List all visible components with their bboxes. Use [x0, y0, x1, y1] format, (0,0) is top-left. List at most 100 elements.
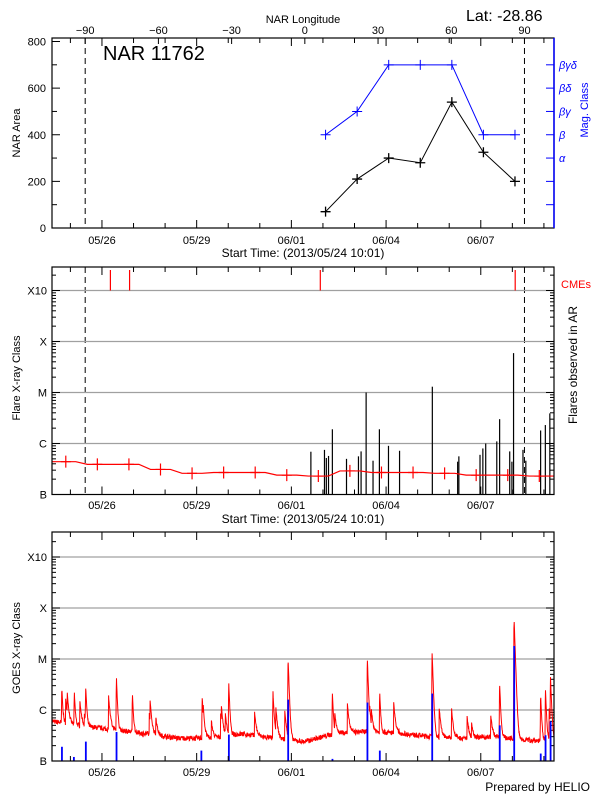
area-point: [320, 206, 331, 217]
flare-class-label: M: [38, 388, 47, 400]
goes-class-axis-title: GOES X-ray Class: [11, 602, 23, 694]
panel1-date-label: 06/07: [467, 235, 495, 247]
area-axis-title: NAR Area: [11, 108, 23, 158]
goes-short-channel-spike: [378, 750, 381, 761]
area-point: [446, 97, 457, 108]
longitude-tick-label: 60: [445, 25, 457, 37]
panel3-date-label: 05/26: [88, 767, 116, 779]
longitude-tick-label: 0: [302, 25, 308, 37]
goes-class-label: B: [40, 756, 47, 768]
flare-class-label: B: [40, 490, 47, 502]
panel2-date-label: 06/04: [372, 500, 400, 512]
panel2-date-label: 06/01: [278, 500, 306, 512]
goes-class-label: M: [38, 654, 47, 666]
area-tick-label: 800: [28, 37, 46, 49]
panel-goes-xray: B C M X X10 05/26 05/29 06/01 06/04 06/07: [27, 531, 555, 779]
panel-nar-area: 0 200 400 600 800 αβ βγ βδ βγδ −90 −60 −30 0 30 60 90 05…: [28, 25, 578, 247]
longitude-tick-label: 90: [518, 25, 530, 37]
background-flux-point: [344, 464, 355, 477]
panel2-date-label: 05/29: [183, 500, 211, 512]
background-flux-point: [123, 458, 134, 471]
panel1-time-axis-title: Start Time: (2013/05/24 10:01): [222, 246, 385, 260]
area-tick-label: 200: [28, 176, 46, 188]
background-flux-point: [250, 466, 261, 479]
goes-short-channel-spike: [72, 756, 75, 761]
background-flux-point: [376, 466, 387, 479]
mag-class-line: [325, 64, 515, 136]
area-point: [415, 157, 426, 168]
background-flux-point: [60, 455, 71, 468]
flare-class-axis-title: Flare X-ray Class: [11, 335, 23, 420]
mag-class-tick-label: β: [558, 130, 566, 142]
panel2-frame: [51, 266, 555, 496]
panel3-frame: [51, 531, 555, 762]
latitude-label: Lat: -28.86: [466, 8, 543, 25]
background-flux-point: [155, 463, 166, 476]
mag-class-axis-title: Mag. Class: [579, 82, 591, 138]
longitude-tick-label: −90: [76, 25, 95, 37]
panel3-date-label: 06/04: [372, 767, 400, 779]
goes-short-channel-spike: [331, 758, 334, 761]
mag-class-tick-label: βγ: [558, 106, 572, 118]
region-title: NAR 11762: [103, 43, 205, 65]
goes-short-channel-spike: [366, 702, 369, 761]
panel-flare-class: B C M X X10 05/26 05/29 06/01 06/04 06/07: [27, 266, 555, 512]
background-flux-point: [439, 467, 450, 480]
mag-class-point: [415, 59, 426, 70]
goes-short-channel-spike: [513, 645, 516, 761]
area-point: [478, 147, 489, 158]
area-tick-label: 0: [40, 223, 46, 235]
credit-text: Prepared by HELIO: [485, 780, 590, 794]
panel3-date-label: 06/01: [278, 767, 306, 779]
goes-class-label: C: [39, 705, 47, 717]
mag-class-point: [446, 59, 457, 70]
goes-class-label: X10: [27, 552, 47, 564]
flare-class-label: C: [39, 439, 47, 451]
mag-class-tick-label: α: [559, 153, 566, 165]
area-tick-label: 600: [28, 83, 46, 95]
flares-observed-axis-title: Flares observed in AR: [566, 306, 580, 424]
panel1-date-label: 05/26: [88, 235, 116, 247]
flare-class-label: X10: [27, 286, 47, 298]
mag-class-point: [383, 59, 394, 70]
background-flux-point: [502, 469, 513, 482]
goes-short-channel-spike: [227, 734, 230, 761]
goes-class-label: X: [40, 603, 48, 615]
longitude-tick-label: −30: [222, 25, 241, 37]
goes-short-channel-spike: [200, 750, 203, 761]
area-line: [325, 101, 516, 213]
panel3-plot-area: [52, 621, 554, 761]
background-flux-point: [218, 466, 229, 479]
panel2-date-label: 05/26: [88, 500, 116, 512]
goes-short-channel-spike: [287, 699, 290, 761]
top-axis-title: NAR Longitude: [266, 14, 341, 26]
area-point: [383, 153, 394, 164]
panel1-plot-area: [320, 59, 520, 217]
panel2-plot-area: [52, 270, 554, 495]
goes-short-channel-spike: [431, 693, 434, 761]
cme-label: CMEs: [561, 279, 591, 291]
goes-long-channel-line: [52, 621, 554, 745]
panel3-date-label: 05/29: [183, 767, 211, 779]
mag-class-tick-label: βγδ: [558, 60, 578, 72]
goes-short-channel-spike: [61, 746, 63, 761]
goes-short-channel-spike: [498, 725, 501, 761]
mag-class-tick-label: βδ: [558, 83, 572, 95]
mag-class-point: [478, 129, 489, 140]
mag-class-point: [509, 129, 520, 140]
goes-short-channel-spike: [115, 732, 118, 761]
panel2-date-label: 06/07: [467, 500, 495, 512]
background-flux-point: [281, 469, 292, 482]
background-flux-point: [187, 467, 198, 480]
goes-short-channel-spike: [549, 721, 552, 761]
area-point: [509, 176, 520, 187]
goes-short-channel-spike: [84, 741, 87, 761]
background-flux-point: [92, 458, 103, 471]
background-flux-point: [313, 470, 324, 483]
mag-class-point: [352, 106, 363, 117]
panel2-time-axis-title: Start Time: (2013/05/24 10:01): [222, 512, 385, 526]
background-flux-point: [408, 466, 419, 479]
longitude-tick-label: 30: [372, 25, 384, 37]
background-flux-point: [534, 470, 545, 483]
